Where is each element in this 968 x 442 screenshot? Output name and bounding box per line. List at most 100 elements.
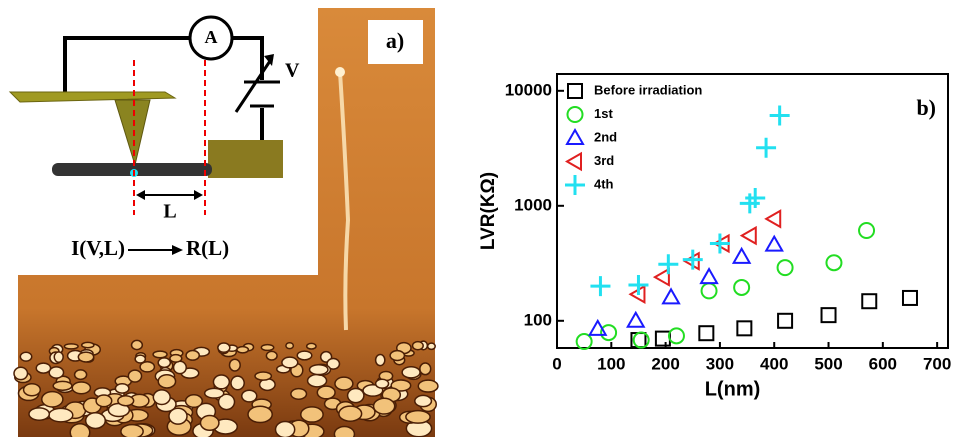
particle <box>415 395 432 406</box>
particle <box>307 343 316 349</box>
particle <box>78 352 93 362</box>
particle <box>213 375 229 389</box>
particle <box>36 363 50 373</box>
legend-label: 4th <box>594 176 614 191</box>
particle <box>72 382 90 394</box>
particle <box>54 352 63 362</box>
x-tick-label: 300 <box>706 354 734 373</box>
plot-frame <box>557 74 948 348</box>
particle <box>418 380 438 392</box>
marker-triangle <box>734 249 750 263</box>
particle <box>42 392 63 407</box>
particle <box>297 351 311 360</box>
particle <box>348 388 364 402</box>
particle <box>266 351 277 360</box>
particle <box>261 345 273 351</box>
marker-square <box>699 326 713 340</box>
particle <box>132 340 143 349</box>
marker-triangle <box>766 237 782 251</box>
particle <box>229 359 240 371</box>
particle <box>75 370 87 379</box>
marker-square <box>862 294 876 308</box>
particle <box>291 389 307 400</box>
particle <box>14 367 28 379</box>
marker-circle <box>702 283 717 298</box>
marker-plus <box>590 276 610 296</box>
marker-triangle <box>663 289 679 303</box>
particle <box>301 407 323 422</box>
particle <box>153 351 167 358</box>
x-axis-label: L(nm) <box>705 378 761 400</box>
particle <box>115 384 129 393</box>
marker-plus <box>740 193 760 213</box>
marker-circle <box>859 223 874 238</box>
schematic-box <box>0 0 318 275</box>
legend-label: Before irradiation <box>594 82 702 97</box>
particle <box>374 398 395 414</box>
marker-triangle <box>628 313 644 327</box>
particle <box>53 381 72 390</box>
x-tick-label: 700 <box>923 354 951 373</box>
particle <box>339 406 362 421</box>
marker-left-triangle <box>766 211 780 227</box>
x-tick-label: 100 <box>597 354 625 373</box>
particle <box>276 421 295 437</box>
particle <box>428 343 436 349</box>
marker-square <box>903 291 917 305</box>
marker-plus <box>565 175 585 195</box>
particle <box>24 384 41 396</box>
particle <box>128 370 141 382</box>
marker-circle <box>826 255 841 270</box>
marker-square <box>822 308 836 322</box>
particle <box>402 367 420 378</box>
particle <box>96 395 112 407</box>
particle <box>406 411 430 424</box>
particle <box>158 358 170 367</box>
marker-square <box>568 84 582 98</box>
marker-plus <box>658 254 678 274</box>
particle <box>170 355 182 362</box>
marker-plus <box>770 105 790 125</box>
marker-plus <box>745 188 765 208</box>
particle <box>413 342 424 350</box>
voltage-label: V <box>285 60 300 82</box>
y-tick-label: 100 <box>524 310 552 329</box>
x-tick-label: 400 <box>760 354 788 373</box>
particle <box>82 342 94 347</box>
particle <box>237 347 249 353</box>
particle <box>153 390 170 405</box>
marker-circle <box>669 328 684 343</box>
particle <box>29 408 49 420</box>
marker-left-triangle <box>655 269 669 285</box>
panel-label: b) <box>916 95 936 120</box>
legend-label: 1st <box>594 106 613 121</box>
marker-square <box>778 314 792 328</box>
particle <box>158 375 175 388</box>
particle <box>376 379 389 388</box>
particle <box>231 376 244 390</box>
particle <box>376 354 385 365</box>
marker-circle <box>734 280 749 295</box>
length-label: L <box>163 201 176 223</box>
particle <box>218 343 230 352</box>
particle <box>390 351 404 361</box>
wire-end <box>335 67 345 77</box>
particle <box>70 424 90 437</box>
panel-label: a) <box>386 28 404 53</box>
electrode <box>208 140 283 178</box>
particle <box>308 375 327 387</box>
equation-left: I(V,L) <box>71 236 125 260</box>
particle <box>86 413 106 429</box>
marker-left-triangle <box>567 154 581 170</box>
particle <box>186 351 199 361</box>
legend-label: 2nd <box>594 129 617 144</box>
particle <box>248 406 272 422</box>
particle <box>174 361 187 373</box>
particle <box>282 357 298 368</box>
afm-panel: a) A V L I(V,L) R(L) <box>0 0 438 437</box>
particle <box>317 386 335 399</box>
marker-triangle <box>567 130 583 144</box>
marker-circle <box>568 107 583 122</box>
particle <box>49 367 63 378</box>
particle <box>205 388 224 398</box>
